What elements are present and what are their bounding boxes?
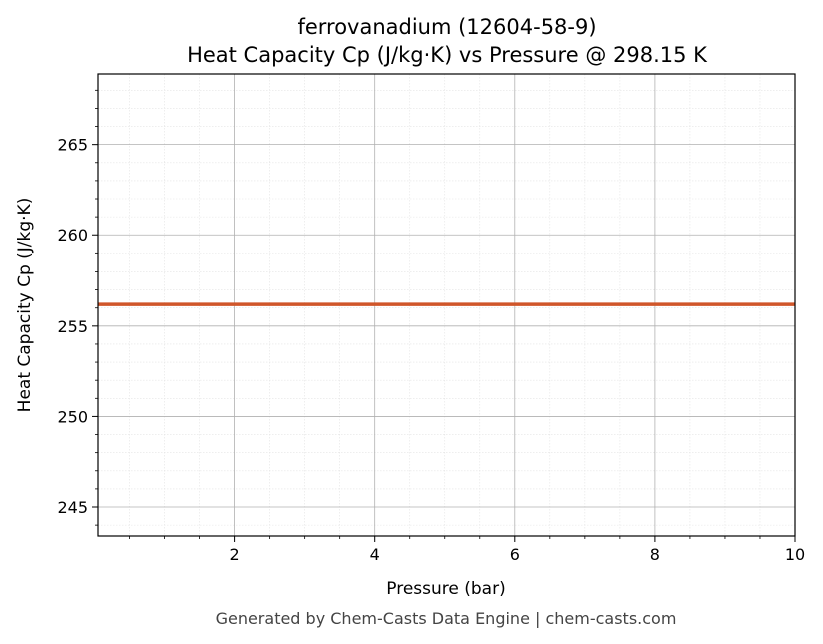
x-tick-label: 2 [230, 545, 240, 564]
plot-frame [97, 73, 796, 537]
x-axis-label: Pressure (bar) [386, 579, 505, 599]
x-tick-label: 10 [785, 545, 805, 564]
y-tick-label: 265 [57, 136, 88, 155]
y-axis-label: Heat Capacity Cp (J/kg·K) [15, 198, 35, 413]
y-tick-label: 260 [57, 226, 88, 245]
y-tick-label: 250 [57, 407, 88, 426]
x-tick-label: 6 [510, 545, 520, 564]
x-tick-label: 8 [650, 545, 660, 564]
axis-ticks: 2 4 6 8 10 245 250 255 260 265 [57, 89, 805, 564]
chart-subtitle: Heat Capacity Cp (J/kg·K) vs Pressure @ … [187, 43, 708, 67]
minor-grid [98, 74, 795, 536]
footer-credit: Generated by Chem-Casts Data Engine | ch… [216, 609, 677, 628]
chart-title: ferrovanadium (12604-58-9) [297, 15, 596, 39]
x-tick-label: 4 [370, 545, 380, 564]
y-tick-label: 255 [57, 317, 88, 336]
y-tick-label: 245 [57, 498, 88, 517]
